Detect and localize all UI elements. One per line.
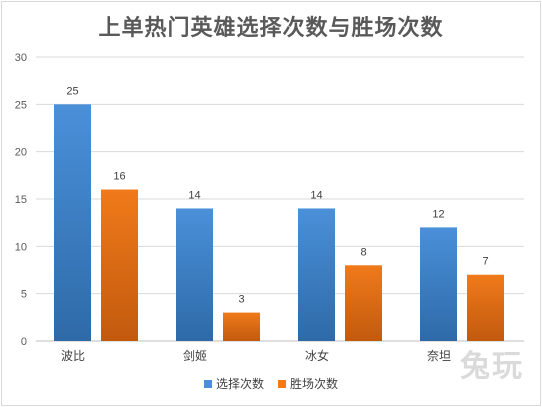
- data-label: 16: [113, 171, 125, 183]
- legend-item-wins: 胜场次数: [278, 375, 338, 392]
- watermark-logo: 兔玩: [460, 349, 524, 384]
- x-tick-label: 波比: [61, 349, 85, 363]
- bar-wins: [223, 312, 260, 341]
- data-label: 14: [188, 189, 200, 201]
- data-label: 8: [360, 246, 366, 258]
- x-tick-label: 奈坦: [427, 349, 451, 363]
- legend-label-wins: 胜场次数: [290, 377, 339, 391]
- y-tick-label: 30: [15, 52, 27, 64]
- bar-wins: [345, 265, 382, 341]
- legend-swatch-select: [203, 379, 212, 388]
- x-tick-label: 冰女: [305, 348, 329, 363]
- y-tick-label: 25: [15, 99, 27, 111]
- data-label: 3: [238, 294, 244, 306]
- bar-wins: [467, 274, 504, 341]
- legend-swatch-wins: [278, 379, 286, 388]
- chart-legend: 选择次数 胜场次数: [0, 375, 542, 392]
- y-tick-label: 20: [15, 147, 27, 159]
- y-tick-label: 0: [21, 336, 27, 348]
- legend-item-select: 选择次数: [203, 375, 264, 392]
- data-label: 7: [482, 256, 488, 268]
- data-label: 25: [66, 85, 78, 97]
- bar-select: [298, 208, 335, 341]
- bar-select: [54, 104, 91, 341]
- legend-label-select: 选择次数: [215, 377, 264, 391]
- y-tick-label: 5: [21, 289, 27, 301]
- data-label: 12: [432, 208, 444, 220]
- bar-select: [420, 227, 457, 341]
- y-tick-label: 15: [15, 194, 27, 206]
- bar-select: [176, 208, 213, 341]
- bar-wins: [101, 189, 138, 341]
- y-tick-label: 10: [15, 241, 27, 253]
- data-label: 14: [310, 189, 322, 201]
- x-tick-label: 剑姬: [183, 348, 207, 363]
- chart-title: 上单热门英雄选择次数与胜场次数: [98, 15, 444, 41]
